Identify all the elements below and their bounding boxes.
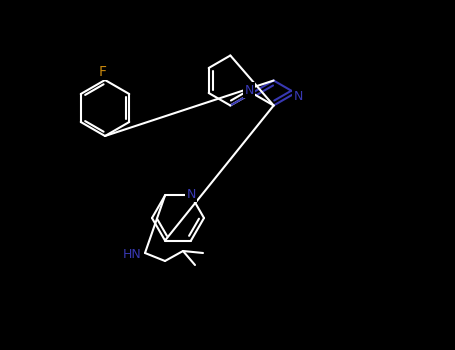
Text: N: N (186, 188, 196, 201)
Text: F: F (99, 65, 107, 79)
Text: N: N (293, 90, 303, 103)
Text: N: N (244, 84, 254, 97)
Text: HN: HN (122, 248, 141, 261)
